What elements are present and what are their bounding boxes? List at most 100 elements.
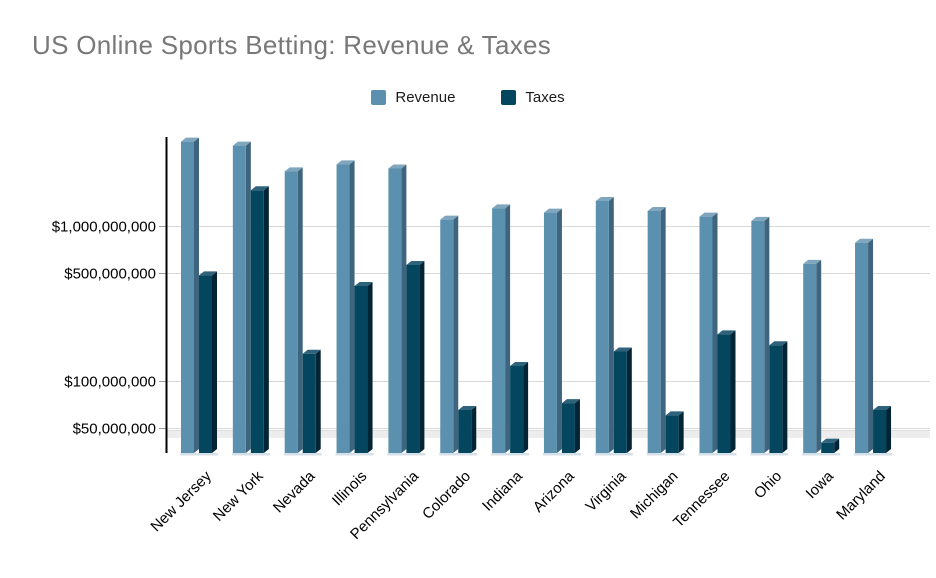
- bar-front-face: [388, 168, 402, 453]
- bar-revenue-tennessee[interactable]: [699, 212, 718, 453]
- legend-label-taxes: Taxes: [525, 89, 565, 106]
- bar-taxes-illinois[interactable]: [354, 282, 373, 453]
- bar-taxes-new-jersey[interactable]: [199, 271, 217, 453]
- bar-front-face: [561, 403, 575, 453]
- bar-side-face: [349, 160, 355, 453]
- bar-base-shadow: [387, 453, 426, 456]
- y-axis-tick-label: $1,000,000,000: [52, 219, 156, 236]
- bar-top-face: [354, 282, 373, 287]
- bar-side-face: [471, 405, 477, 453]
- y-axis-tick-label: $100,000,000: [64, 374, 156, 391]
- bar-front-face: [647, 210, 661, 453]
- bar-side-face: [816, 259, 822, 453]
- bar-side-face: [419, 261, 425, 453]
- bar-base-shadow: [439, 453, 478, 456]
- bar-top-face: [440, 215, 459, 220]
- bar-top-face: [595, 196, 614, 201]
- bar-base-shadow: [491, 453, 530, 456]
- bar-side-face: [401, 164, 407, 453]
- bar-revenue-arizona[interactable]: [543, 208, 562, 453]
- bar-taxes-arizona[interactable]: [561, 399, 580, 453]
- bar-top-face: [855, 238, 874, 243]
- bar-top-face: [510, 361, 529, 366]
- bar-revenue-maryland[interactable]: [855, 238, 874, 453]
- bar-top-face: [665, 411, 684, 416]
- bar-side-face: [730, 330, 736, 453]
- bar-taxes-ohio[interactable]: [769, 341, 788, 453]
- bar-side-face: [245, 141, 251, 453]
- bar-base-shadow: [802, 453, 841, 456]
- x-axis-label-ohio: Ohio: [751, 468, 785, 502]
- bar-front-face: [250, 190, 264, 454]
- bar-top-face: [821, 438, 840, 443]
- bar-base-shadow: [542, 453, 581, 456]
- bar-front-face: [199, 275, 212, 453]
- bar-side-face: [660, 206, 666, 453]
- bar-front-face: [354, 286, 368, 453]
- taxes-swatch-icon: [501, 90, 517, 105]
- bar-revenue-indiana[interactable]: [492, 204, 511, 453]
- chart-title: US Online Sports Betting: Revenue & Taxe…: [32, 30, 552, 60]
- x-axis-label-arizona: Arizona: [530, 467, 578, 515]
- bar-front-face: [543, 212, 557, 453]
- x-axis-label-nevada: Nevada: [270, 467, 319, 516]
- x-axis-label-maryland: Maryland: [833, 468, 889, 524]
- bar-revenue-ohio[interactable]: [751, 216, 770, 453]
- bar-revenue-colorado[interactable]: [440, 215, 459, 453]
- bar-revenue-new-york[interactable]: [232, 141, 251, 453]
- bar-side-face: [868, 238, 874, 453]
- bar-revenue-michigan[interactable]: [647, 206, 666, 453]
- bar-taxes-indiana[interactable]: [510, 361, 529, 453]
- bar-base-shadow: [750, 453, 789, 456]
- legend-item-taxes[interactable]: Taxes: [501, 89, 565, 106]
- bar-revenue-pennsylvania[interactable]: [388, 164, 407, 453]
- bar-taxes-tennessee[interactable]: [717, 330, 736, 453]
- bar-front-face: [440, 219, 454, 453]
- bar-side-face: [782, 341, 788, 453]
- bar-taxes-maryland[interactable]: [873, 405, 892, 453]
- bar-taxes-nevada[interactable]: [302, 349, 321, 453]
- bar-taxes-iowa[interactable]: [821, 438, 840, 453]
- bar-taxes-colorado[interactable]: [458, 405, 477, 453]
- bar-revenue-illinois[interactable]: [336, 160, 355, 453]
- bar-side-face: [212, 271, 217, 453]
- bar-top-face: [873, 405, 892, 410]
- bar-top-face: [181, 137, 199, 142]
- bar-front-face: [613, 351, 627, 453]
- x-axis-label-illinois: Illinois: [329, 468, 370, 509]
- bar-side-face: [194, 137, 199, 454]
- bar-front-face: [510, 365, 524, 453]
- bar-top-face: [717, 330, 736, 335]
- bar-front-face: [284, 171, 298, 453]
- bar-base-shadow: [231, 453, 270, 456]
- legend-item-revenue[interactable]: Revenue: [371, 89, 455, 106]
- bar-side-face: [712, 212, 718, 453]
- bar-taxes-new-york[interactable]: [250, 186, 269, 454]
- bar-top-face: [250, 186, 269, 191]
- x-axis-label-new-york: New York: [210, 467, 267, 524]
- bar-front-face: [717, 334, 731, 453]
- bar-revenue-nevada[interactable]: [284, 167, 303, 453]
- bar-front-face: [751, 220, 765, 453]
- bar-top-face: [458, 405, 477, 410]
- bar-base-shadow: [283, 453, 322, 456]
- bar-taxes-pennsylvania[interactable]: [406, 261, 425, 453]
- bar-front-face: [821, 442, 835, 453]
- y-axis-tick-label: $50,000,000: [73, 421, 156, 438]
- bar-base-shadow: [646, 453, 685, 456]
- bar-revenue-virginia[interactable]: [595, 196, 614, 453]
- bar-base-shadow: [594, 453, 633, 456]
- bar-taxes-virginia[interactable]: [613, 347, 632, 453]
- bar-base-shadow: [335, 453, 374, 456]
- bar-taxes-michigan[interactable]: [665, 411, 684, 453]
- bar-top-face: [613, 347, 632, 352]
- bar-revenue-new-jersey[interactable]: [181, 137, 199, 454]
- bar-front-face: [492, 208, 506, 453]
- bar-revenue-iowa[interactable]: [803, 259, 822, 453]
- bar-front-face: [855, 242, 869, 453]
- bar-front-face: [406, 265, 420, 453]
- legend-label-revenue: Revenue: [395, 89, 456, 106]
- bar-side-face: [626, 347, 632, 453]
